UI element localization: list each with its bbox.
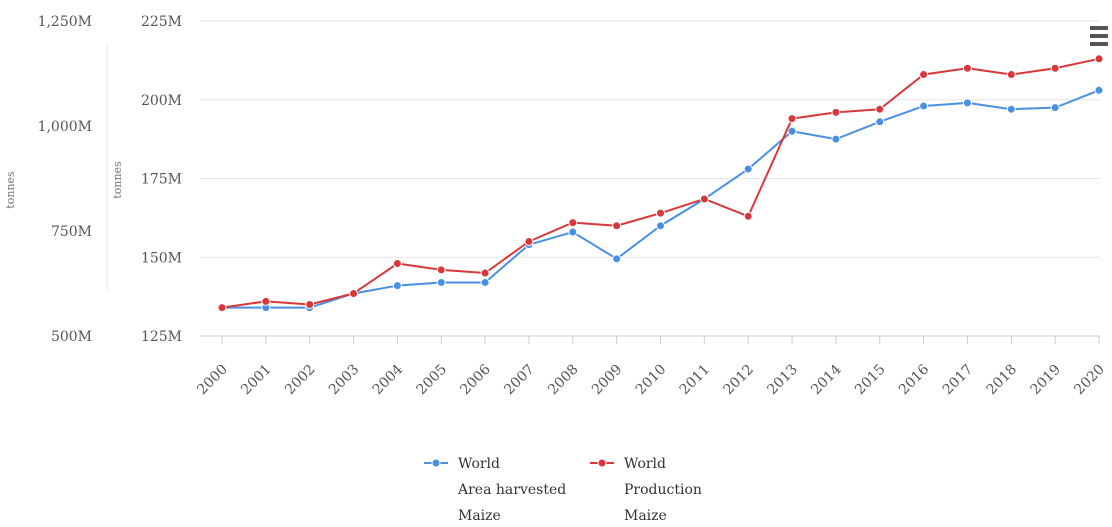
data-point xyxy=(656,221,665,231)
right-tick-label: 225M xyxy=(141,14,182,30)
left-axis: 500M 750M 1,000M 1,250M tonnes xyxy=(4,14,108,345)
x-tick-label: 2002 xyxy=(282,362,319,399)
left-tick-label: 750M xyxy=(51,224,92,240)
data-point xyxy=(699,194,709,204)
right-tick-label: 175M xyxy=(141,172,182,188)
data-point xyxy=(436,265,446,275)
data-point xyxy=(1050,63,1060,73)
legend-label: Area harvested xyxy=(457,482,566,498)
data-point xyxy=(480,268,490,278)
x-tick-label: 2011 xyxy=(677,362,714,399)
data-point xyxy=(480,277,490,287)
legend-label: Maize xyxy=(624,508,667,524)
data-point xyxy=(1006,104,1016,114)
data-point xyxy=(568,227,578,237)
data-point xyxy=(831,107,841,117)
legend[interactable]: World Area harvested Maize World Production M… xyxy=(424,456,702,524)
data-point xyxy=(1094,54,1104,64)
data-point xyxy=(787,126,797,136)
data-point xyxy=(612,254,622,264)
x-tick-label: 2020 xyxy=(1071,362,1108,399)
right-tick-label: 125M xyxy=(141,329,182,345)
right-axis: 125M 150M 175M 200M 225M tonnes xyxy=(111,14,182,345)
data-point xyxy=(787,114,797,124)
data-point xyxy=(962,98,972,108)
data-point xyxy=(875,104,885,114)
legend-label: World xyxy=(458,456,500,472)
data-point xyxy=(1050,103,1060,113)
x-tick-label: 2006 xyxy=(457,361,494,398)
x-tick-label: 2013 xyxy=(764,362,801,399)
x-tick-label: 2018 xyxy=(984,362,1021,399)
x-tick-label: 2009 xyxy=(589,362,626,399)
x-tick-label: 2015 xyxy=(852,362,889,399)
right-axis-title: tonnes xyxy=(111,161,124,199)
data-point xyxy=(261,296,271,306)
legend-label: Maize xyxy=(458,508,501,524)
legend-marker xyxy=(431,458,441,468)
x-tick-label: 2019 xyxy=(1027,362,1064,399)
data-point xyxy=(392,259,402,269)
x-tick-label: 2012 xyxy=(721,362,758,399)
left-axis-title: tonnes xyxy=(4,171,17,209)
data-point xyxy=(919,101,929,111)
data-point xyxy=(656,208,665,218)
left-tick-label: 1,000M xyxy=(38,119,92,135)
data-point xyxy=(392,281,402,291)
data-point xyxy=(875,117,885,127)
data-point xyxy=(436,277,446,287)
data-point xyxy=(831,134,841,144)
left-tick-label: 500M xyxy=(51,329,92,345)
x-tick-label: 2014 xyxy=(808,361,845,398)
data-point xyxy=(305,300,315,309)
x-tick-label: 2007 xyxy=(501,362,538,399)
data-point xyxy=(743,164,753,174)
legend-marker xyxy=(597,458,607,468)
data-point xyxy=(568,218,578,228)
legend-item[interactable]: World Production Maize xyxy=(590,456,702,524)
series-line xyxy=(221,57,1100,309)
series-group xyxy=(217,54,1104,313)
data-point xyxy=(1006,70,1016,80)
left-tick-label: 1,250M xyxy=(38,14,92,30)
data-point xyxy=(1094,85,1104,95)
data-point xyxy=(743,211,753,221)
data-point xyxy=(962,63,972,73)
x-axis: 2000 2001 2002 2003 2004 2005 2006 2007 2008 2009… xyxy=(194,336,1108,398)
right-tick-label: 150M xyxy=(141,250,182,266)
x-tick-label: 2017 xyxy=(940,362,977,399)
data-point xyxy=(612,221,622,231)
data-point xyxy=(217,303,227,313)
legend-item[interactable]: World Area harvested Maize xyxy=(424,456,566,524)
gridlines xyxy=(200,20,1100,337)
x-tick-label: 2000 xyxy=(194,362,231,399)
data-point xyxy=(349,288,359,298)
data-point xyxy=(919,70,929,80)
right-tick-label: 200M xyxy=(141,93,182,109)
series-1 xyxy=(217,54,1104,313)
x-tick-label: 2001 xyxy=(238,362,275,399)
series-0 xyxy=(217,85,1104,313)
series-line xyxy=(222,89,1100,309)
legend-label: World xyxy=(624,456,666,472)
x-tick-label: 2010 xyxy=(633,362,670,399)
legend-label: Production xyxy=(624,482,702,498)
x-tick-label: 2003 xyxy=(326,362,363,399)
hamburger-menu-icon[interactable] xyxy=(1090,26,1110,54)
x-tick-label: 2016 xyxy=(896,361,933,398)
x-tick-label: 2005 xyxy=(414,362,451,399)
x-tick-label: 2008 xyxy=(545,362,582,399)
data-point xyxy=(524,237,534,246)
x-tick-label: 2004 xyxy=(370,361,407,398)
